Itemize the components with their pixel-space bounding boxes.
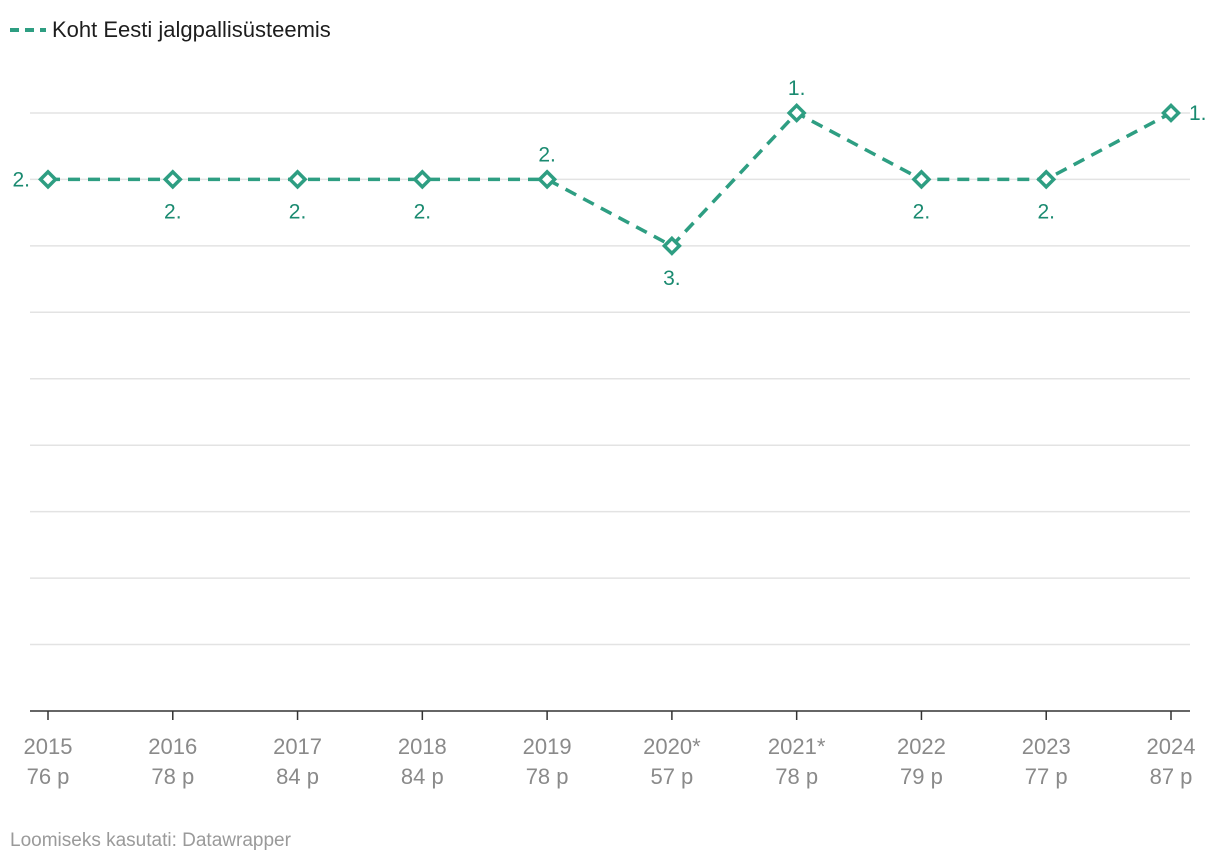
footer-credit: Loomiseks kasutati: Datawrapper [10,830,291,851]
x-tick-label: 2021* [768,734,826,759]
data-label: 2. [913,200,931,223]
x-tick-sublabel: 84 p [401,764,444,789]
x-tick-label: 2016 [148,734,197,759]
data-point-marker [412,169,433,190]
data-labels: 2. 2. 2. 2. 2. 3. 1. 2. 2. 1. [12,77,1206,290]
data-label: 2. [289,200,307,223]
series-line [48,111,1172,248]
data-label: 1. [1189,102,1207,125]
data-label: 2. [164,200,182,223]
data-label: 2. [1037,200,1055,223]
data-point-marker [1161,102,1181,123]
data-label: 1. [788,77,806,100]
data-point-marker [786,102,807,123]
x-tick-sublabel: 78 p [151,764,194,789]
gridlines [30,112,1190,646]
data-label: 2. [538,143,556,166]
data-label: 2. [414,200,432,223]
x-tick-label: 2020* [643,734,701,759]
x-tick-label: 2022 [897,734,946,759]
x-tick-sublabel: 57 p [650,764,693,789]
data-point-marker [1036,169,1057,190]
x-tick-sublabel: 84 p [276,764,319,789]
x-tick-label: 2015 [24,734,73,759]
chart-legend: Koht Eesti jalgpallisüsteemis [10,16,331,44]
x-tick-sublabel: 87 p [1150,764,1193,789]
x-tick-label: 2024 [1147,734,1196,759]
data-point-marker [162,169,183,190]
x-tick-label: 2018 [398,734,447,759]
x-tick-sublabel: 76 p [27,764,70,789]
data-label: 3. [663,267,681,290]
data-label: 2. [12,168,30,191]
data-point-marker [661,235,682,256]
x-tick-label: 2019 [523,734,572,759]
x-tick-sublabel: 79 p [900,764,943,789]
x-tick-sublabel: 78 p [526,764,569,789]
line-chart: 2015 76 p 2016 78 p 2017 84 p 2018 84 p 2019 78 p… [12,77,1206,789]
data-point-marker [911,169,932,190]
x-tick-label: 2023 [1022,734,1071,759]
x-tick-label: 2017 [273,734,322,759]
x-tick-sublabel: 78 p [775,764,818,789]
data-point-marker [287,169,308,190]
legend-swatch [10,28,46,32]
series-line-group [38,102,1181,256]
x-axis: 2015 76 p 2016 78 p 2017 84 p 2018 84 p 2019 78 p… [24,710,1196,789]
data-point-marker [38,169,58,190]
data-point-marker [537,169,558,190]
legend-label: Koht Eesti jalgpallisüsteemis [52,17,331,42]
x-tick-sublabel: 77 p [1025,764,1068,789]
